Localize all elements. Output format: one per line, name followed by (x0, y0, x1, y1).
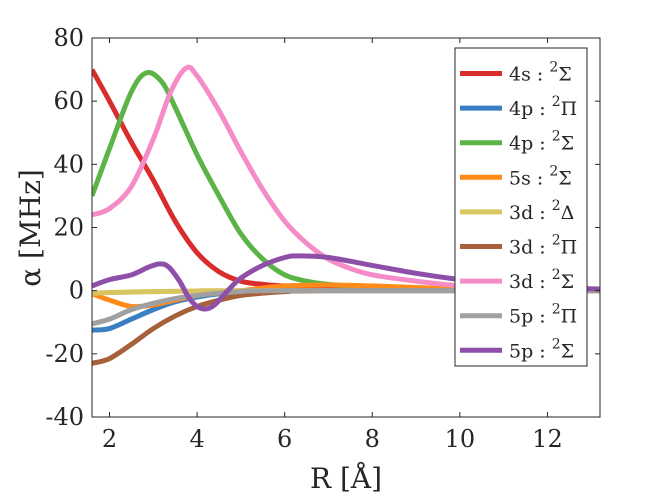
legend-label-7: 3d : 2Σ (509, 267, 574, 293)
legend-term: Π (561, 98, 578, 120)
legend-multiplicity: 2 (552, 302, 561, 318)
legend-term: Σ (561, 271, 574, 293)
legend-state: 3d : (509, 202, 552, 224)
legend-multiplicity: 2 (549, 60, 558, 76)
legend-state: 5s : (509, 167, 549, 189)
legend-state: 5p : (509, 306, 552, 328)
series-line-8 (92, 288, 600, 327)
x-tick-label: 6 (277, 425, 292, 453)
y-tick-label: 20 (53, 214, 84, 242)
legend-multiplicity: 2 (552, 233, 561, 249)
x-tick-label: 10 (445, 425, 476, 453)
y-tick-label: 80 (53, 24, 84, 52)
legend-multiplicity: 2 (552, 336, 561, 352)
legend-label-5: 3d : 2Δ (509, 198, 574, 224)
legend-label-2: 4p : 2Π (509, 94, 577, 120)
legend-state: 4p : (509, 98, 552, 120)
legend-multiplicity: 2 (552, 129, 561, 145)
x-tick-label: 12 (532, 425, 563, 453)
legend-term: Π (561, 237, 578, 259)
legend-state: 5p : (509, 340, 552, 362)
y-tick-label: 0 (69, 277, 84, 305)
legend-state: 4p : (509, 133, 552, 155)
y-tick-label: -40 (45, 403, 84, 431)
x-tick-label: 2 (102, 425, 117, 453)
legend-state: 4s : (509, 64, 549, 86)
legend-term: Π (561, 306, 578, 328)
x-tick-label: 4 (189, 425, 204, 453)
x-tick-label: 8 (365, 425, 380, 453)
legend-multiplicity: 2 (552, 267, 561, 283)
legend-multiplicity: 2 (552, 94, 561, 110)
legend-label-9: 5p : 2Σ (509, 336, 574, 362)
legend-multiplicity: 2 (552, 198, 561, 214)
y-tick-label: 40 (53, 150, 84, 178)
legend-state: 3d : (509, 237, 552, 259)
legend-state: 3d : (509, 271, 552, 293)
legend-term: Σ (558, 167, 571, 189)
legend-term: Σ (561, 133, 574, 155)
y-axis-label: α [MHz] (14, 169, 47, 287)
x-axis-label: R [Å] (310, 462, 382, 495)
legend-multiplicity: 2 (549, 163, 558, 179)
legend-label-1: 4s : 2Σ (509, 60, 572, 86)
legend-label-4: 5s : 2Σ (509, 163, 572, 189)
legend-term: Σ (561, 340, 574, 362)
legend-term: Σ (558, 64, 571, 86)
legend-box (454, 47, 588, 367)
tick-layer: 2 4 6 8 10 12 -40 -20 0 20 40 60 80 (45, 24, 600, 453)
legend-label-6: 3d : 2Π (509, 233, 577, 259)
y-tick-label: 60 (53, 87, 84, 115)
y-tick-label: -20 (45, 340, 84, 368)
legend-label-8: 5p : 2Π (509, 302, 577, 328)
series-line-9 (92, 253, 600, 312)
legend-label-3: 4p : 2Σ (509, 129, 574, 155)
legend-term: Δ (561, 202, 575, 224)
